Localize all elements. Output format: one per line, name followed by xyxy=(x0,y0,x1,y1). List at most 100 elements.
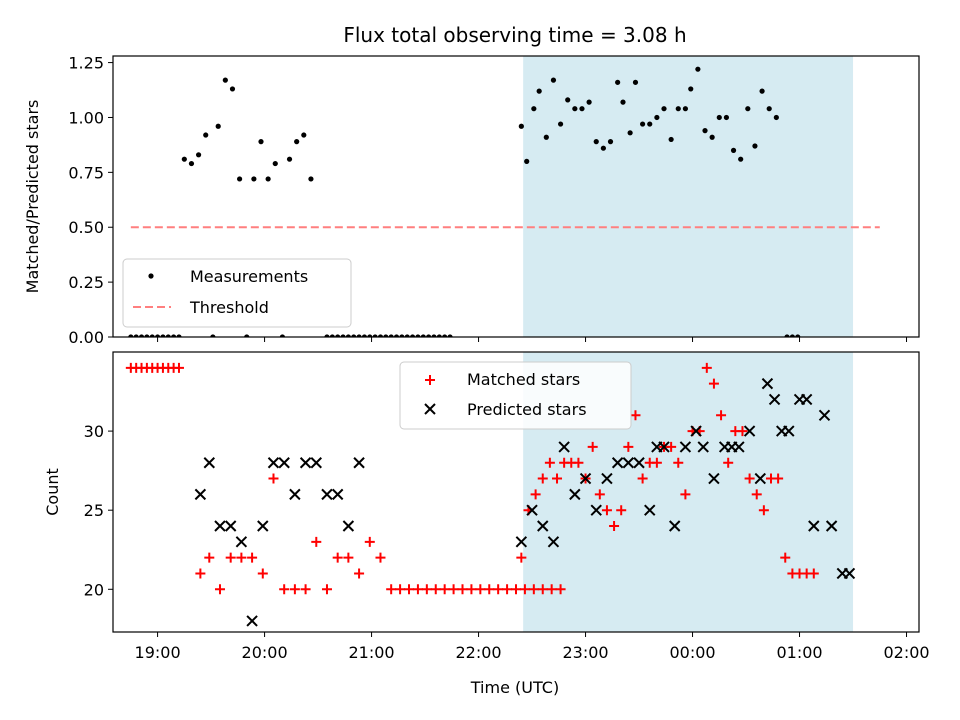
data-point xyxy=(415,334,421,337)
data-point xyxy=(502,584,513,595)
data-point xyxy=(332,552,343,563)
data-point xyxy=(149,334,155,337)
data-point xyxy=(399,334,405,337)
x-tick-label: 19:00 xyxy=(135,643,181,662)
data-point xyxy=(555,584,566,595)
data-point xyxy=(475,584,486,595)
data-point xyxy=(547,536,560,548)
axes-frame xyxy=(112,55,920,338)
data-point xyxy=(386,584,397,595)
data-point xyxy=(701,362,712,373)
data-point xyxy=(430,584,441,595)
data-point xyxy=(531,106,537,112)
data-point xyxy=(268,473,279,484)
data-point xyxy=(278,457,290,469)
data-point xyxy=(536,88,542,94)
data-point xyxy=(286,156,293,162)
data-point xyxy=(236,552,247,563)
data-point xyxy=(622,457,635,469)
data-point xyxy=(204,552,215,563)
data-point xyxy=(768,393,781,406)
data-point xyxy=(235,536,248,548)
x-axis-title: Time (UTC) xyxy=(470,678,559,697)
data-point xyxy=(224,520,237,532)
data-point xyxy=(393,334,400,337)
data-point xyxy=(188,160,195,167)
data-point xyxy=(388,334,394,337)
data-point xyxy=(780,552,791,563)
data-point xyxy=(800,393,813,406)
top-panel: 0.00 0.25 0.50 0.75 1.00 1.25 Matched/Predicte… xyxy=(23,54,920,347)
data-point xyxy=(586,99,592,105)
data-point xyxy=(666,441,677,452)
data-point xyxy=(515,536,528,548)
data-point xyxy=(353,457,365,469)
data-point xyxy=(171,334,177,337)
data-point xyxy=(329,334,335,337)
data-point xyxy=(537,584,548,595)
data-point xyxy=(229,86,236,92)
series-predicted-stars xyxy=(194,377,856,627)
data-point xyxy=(697,441,709,453)
data-point xyxy=(761,377,774,390)
data-point xyxy=(251,176,257,182)
data-point xyxy=(745,106,751,112)
data-point xyxy=(733,441,745,453)
bottom-panel: 20 25 30 19:00 20:00 21:00 22:00 23:00 00:00 01:0… xyxy=(43,351,930,662)
data-point xyxy=(420,334,426,337)
data-point xyxy=(279,584,290,595)
data-point xyxy=(723,114,730,121)
data-point xyxy=(616,505,627,516)
data-point xyxy=(579,472,592,485)
data-point xyxy=(607,139,614,145)
data-point xyxy=(537,520,549,532)
legend-label: Measurements xyxy=(190,267,308,286)
data-point xyxy=(647,121,653,127)
data-point xyxy=(128,334,134,337)
data-point xyxy=(279,334,286,337)
x-tick-label: 00:00 xyxy=(669,643,715,662)
data-point xyxy=(395,584,406,595)
data-point xyxy=(754,472,767,485)
data-point xyxy=(558,441,570,453)
data-point xyxy=(789,334,795,337)
data-point xyxy=(246,615,258,627)
data-point xyxy=(630,410,641,421)
data-point xyxy=(310,457,322,469)
data-point xyxy=(611,457,624,469)
data-point xyxy=(600,145,606,151)
data-point xyxy=(194,488,207,501)
data-point xyxy=(237,176,243,182)
data-point xyxy=(412,584,423,595)
data-point xyxy=(702,128,708,134)
data-point xyxy=(331,488,344,501)
data-point xyxy=(544,457,555,468)
data-point xyxy=(351,334,357,337)
data-point xyxy=(343,552,354,563)
data-point xyxy=(203,457,215,469)
data-point xyxy=(615,79,621,85)
data-point xyxy=(367,334,373,337)
legend: Measurements Threshold xyxy=(122,258,352,328)
data-point xyxy=(299,457,312,469)
data-point xyxy=(173,362,184,373)
data-point xyxy=(383,334,389,337)
x-tick-label: 21:00 xyxy=(349,643,395,662)
data-point xyxy=(335,334,341,337)
data-point xyxy=(783,425,795,437)
shaded-observing-interval xyxy=(523,56,854,337)
data-point xyxy=(632,79,639,85)
data-point xyxy=(709,134,715,140)
data-point xyxy=(516,552,527,563)
data-point xyxy=(716,410,727,421)
data-point xyxy=(409,334,416,337)
data-point xyxy=(573,457,584,468)
data-point xyxy=(808,520,820,532)
data-point xyxy=(550,77,557,83)
data-point xyxy=(680,489,691,500)
y-tick-label: 30 xyxy=(84,422,104,441)
y-axis-title: Matched/Predicted stars xyxy=(23,100,42,294)
data-point xyxy=(426,334,432,337)
data-point xyxy=(688,86,694,92)
